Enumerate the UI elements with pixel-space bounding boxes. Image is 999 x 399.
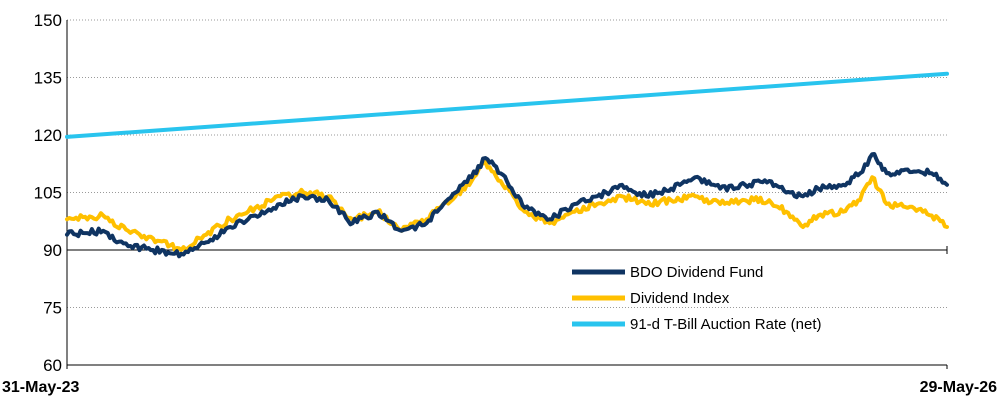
y-tick-labels: 60 75 90 105 120 135 150 — [34, 11, 62, 375]
y-tick-label: 120 — [34, 126, 62, 145]
y-tick-label: 90 — [43, 241, 62, 260]
y-tick-label: 75 — [43, 299, 62, 318]
series-lines — [65, 71, 949, 259]
series-line-t-bill-rate — [65, 71, 949, 139]
legend-label: Dividend Index — [630, 290, 730, 307]
legend: BDO Dividend Fund Dividend Index 91-d T-Bi… — [572, 264, 821, 333]
series-line-dividend-index — [65, 159, 949, 252]
x-tick-labels: 31-May-23 29-May-26 — [2, 379, 997, 396]
legend-entry-bdo-dividend-fund: BDO Dividend Fund — [572, 264, 763, 281]
axes — [66, 20, 948, 369]
legend-label: BDO Dividend Fund — [630, 264, 763, 281]
y-tick-label: 135 — [34, 69, 62, 88]
x-tick-label-start: 31-May-23 — [2, 379, 79, 396]
legend-entry-t-bill-rate: 91-d T-Bill Auction Rate (net) — [572, 316, 821, 333]
y-tick-label: 150 — [34, 11, 62, 30]
legend-label: 91-d T-Bill Auction Rate (net) — [630, 316, 821, 333]
legend-entry-dividend-index: Dividend Index — [572, 290, 730, 307]
x-tick-label-end: 29-May-26 — [920, 379, 997, 396]
series-line-bdo-dividend-fund — [65, 152, 949, 259]
y-tick-label: 105 — [34, 184, 62, 203]
gridlines — [67, 19, 947, 308]
y-tick-label: 60 — [43, 356, 62, 375]
